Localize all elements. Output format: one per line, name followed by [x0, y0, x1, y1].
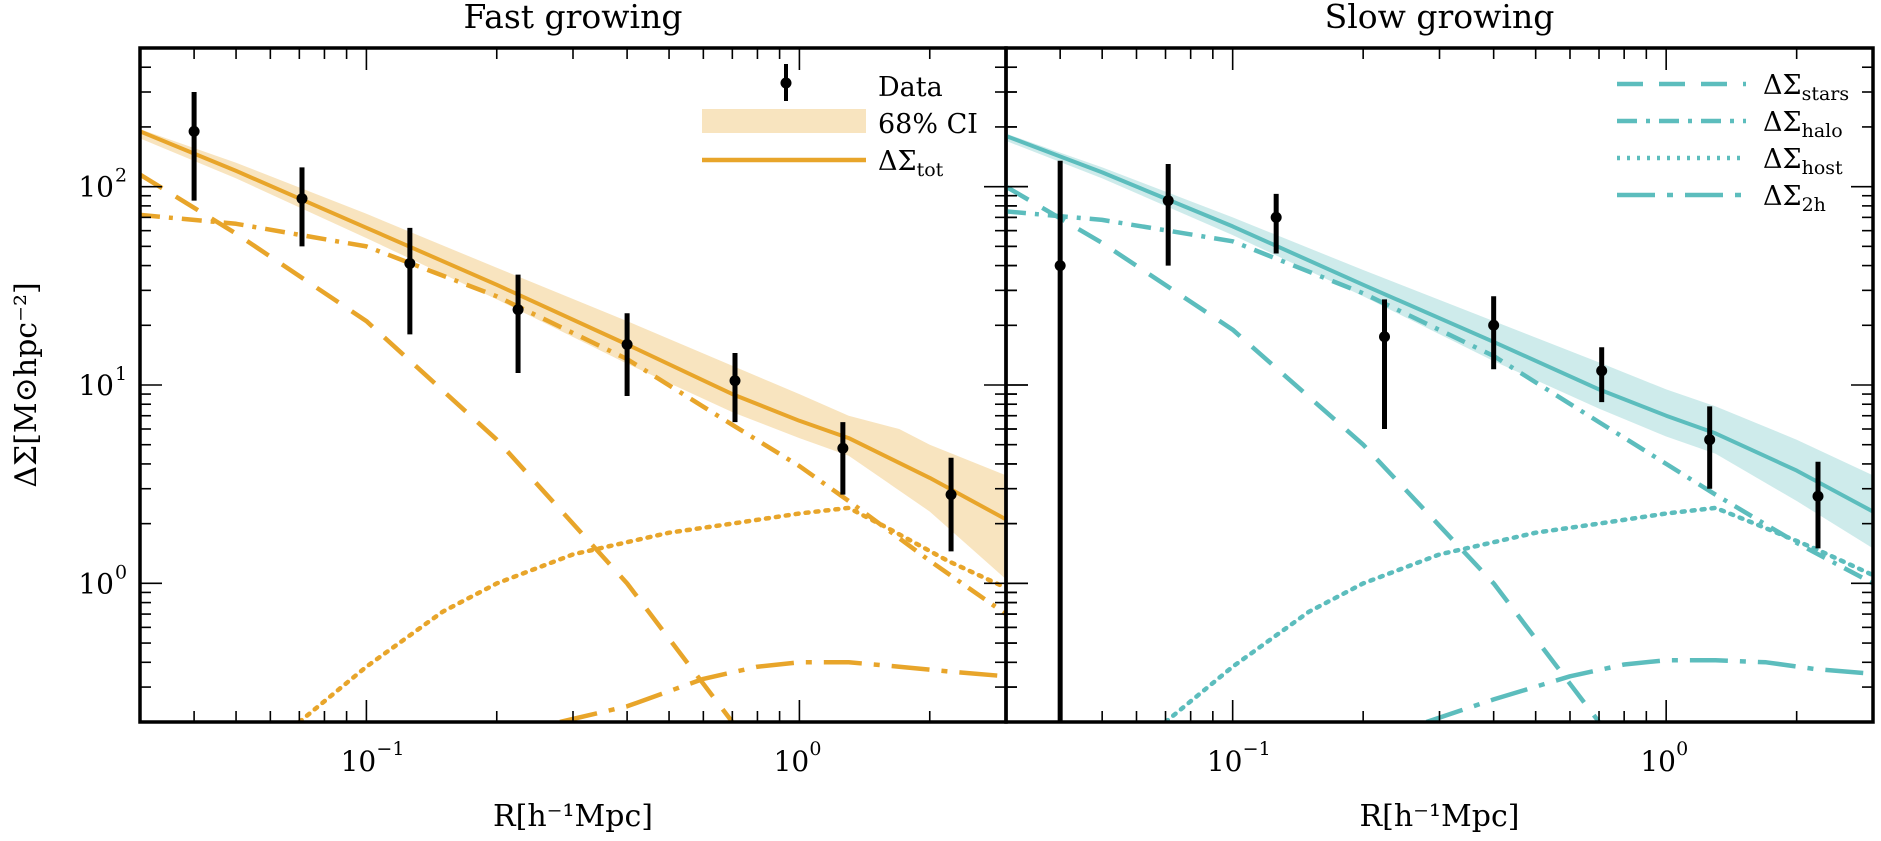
x-tick-label-exponent: 0: [809, 738, 821, 760]
x-axis-label: R[h⁻¹Mpc]: [1360, 799, 1520, 834]
y-tick-label-exponent: 2: [115, 165, 127, 187]
ci-band: [140, 129, 1006, 580]
panel-title: Slow growing: [1325, 0, 1555, 36]
plot-area: [140, 92, 1006, 722]
series-line-2h: [1425, 657, 1873, 722]
series-line-host: [1163, 505, 1873, 722]
panel-title: Fast growing: [464, 0, 683, 36]
series-line-halo: [1006, 209, 1873, 586]
legend-label-subscript: 2h: [1802, 194, 1826, 216]
legend-label-subscript: host: [1802, 157, 1843, 179]
x-tick-label-exponent: −1: [376, 738, 404, 760]
y-axis-label: ΔΣ[M⊙hpc⁻²]: [9, 282, 44, 487]
ci-band: [1006, 133, 1873, 549]
y-tick-label-exponent: 1: [115, 363, 127, 385]
legend-label-subscript: tot: [917, 159, 944, 181]
series-line-stars: [140, 172, 735, 722]
legend-label-text: ΔΣ: [1763, 181, 1802, 212]
data-point: [1812, 490, 1824, 502]
data-point: [1270, 211, 1282, 223]
data-point: [1379, 331, 1391, 343]
plot-area: [1006, 133, 1873, 722]
data-point: [729, 375, 741, 387]
legend-label-text: ΔΣ: [1763, 107, 1802, 138]
legend-label: ΔΣ2h: [1763, 181, 1826, 216]
data-point: [1488, 319, 1500, 331]
x-tick-label-exponent: −1: [1243, 738, 1271, 760]
legend-swatch-band: [702, 109, 866, 133]
legend-label-text: ΔΣ: [1763, 70, 1802, 101]
data-point: [1054, 260, 1066, 272]
series-line-host: [297, 505, 1006, 722]
data-point: [296, 193, 308, 205]
x-tick-label: 10: [774, 745, 810, 778]
data-point: [1162, 195, 1174, 207]
series-line-halo: [140, 212, 1006, 616]
legend: Data 68% CI ΔΣtot: [702, 64, 978, 181]
legend-label-text: Data: [878, 72, 943, 103]
x-tick-label: 10: [341, 745, 377, 778]
legend-label-text: ΔΣ: [1763, 144, 1802, 175]
axes-frame: [1004, 46, 1875, 724]
axis-ticks: [1005, 47, 1874, 723]
legend-label-subscript: stars: [1802, 83, 1850, 105]
x-tick-label-exponent: 0: [1676, 738, 1688, 760]
x-tick-label: 10: [1207, 745, 1243, 778]
series-line-2h: [559, 660, 1006, 722]
data-point: [621, 339, 633, 351]
legend-label: Data: [878, 72, 943, 103]
data-point: [188, 125, 200, 137]
data-point: [945, 489, 957, 501]
legend-label-subscript: halo: [1802, 120, 1843, 142]
legend-marker-point: [780, 77, 792, 89]
legend-label-text: ΔΣ: [878, 146, 917, 177]
legend-label: ΔΣstars: [1763, 70, 1849, 105]
legend-label-text: 68% CI: [878, 109, 978, 140]
legend-label: ΔΣhost: [1763, 144, 1843, 179]
y-tick-label: 10: [78, 369, 114, 402]
axes-frame: [138, 46, 1008, 724]
data-point: [1596, 365, 1608, 377]
legend-label: ΔΣhalo: [1763, 107, 1843, 142]
x-axis-label: R[h⁻¹Mpc]: [493, 799, 653, 834]
data-point: [512, 304, 524, 316]
legend-label: 68% CI: [878, 109, 978, 140]
legend-label: ΔΣtot: [878, 146, 944, 181]
data-point: [404, 257, 416, 269]
data-point: [1704, 434, 1716, 446]
x-tick-label: 10: [1640, 745, 1676, 778]
data-point: [837, 442, 849, 454]
y-tick-label: 10: [78, 567, 114, 600]
y-tick-label-exponent: 0: [115, 561, 127, 583]
y-tick-label: 10: [78, 171, 114, 204]
series-line-stars: [1006, 184, 1601, 722]
